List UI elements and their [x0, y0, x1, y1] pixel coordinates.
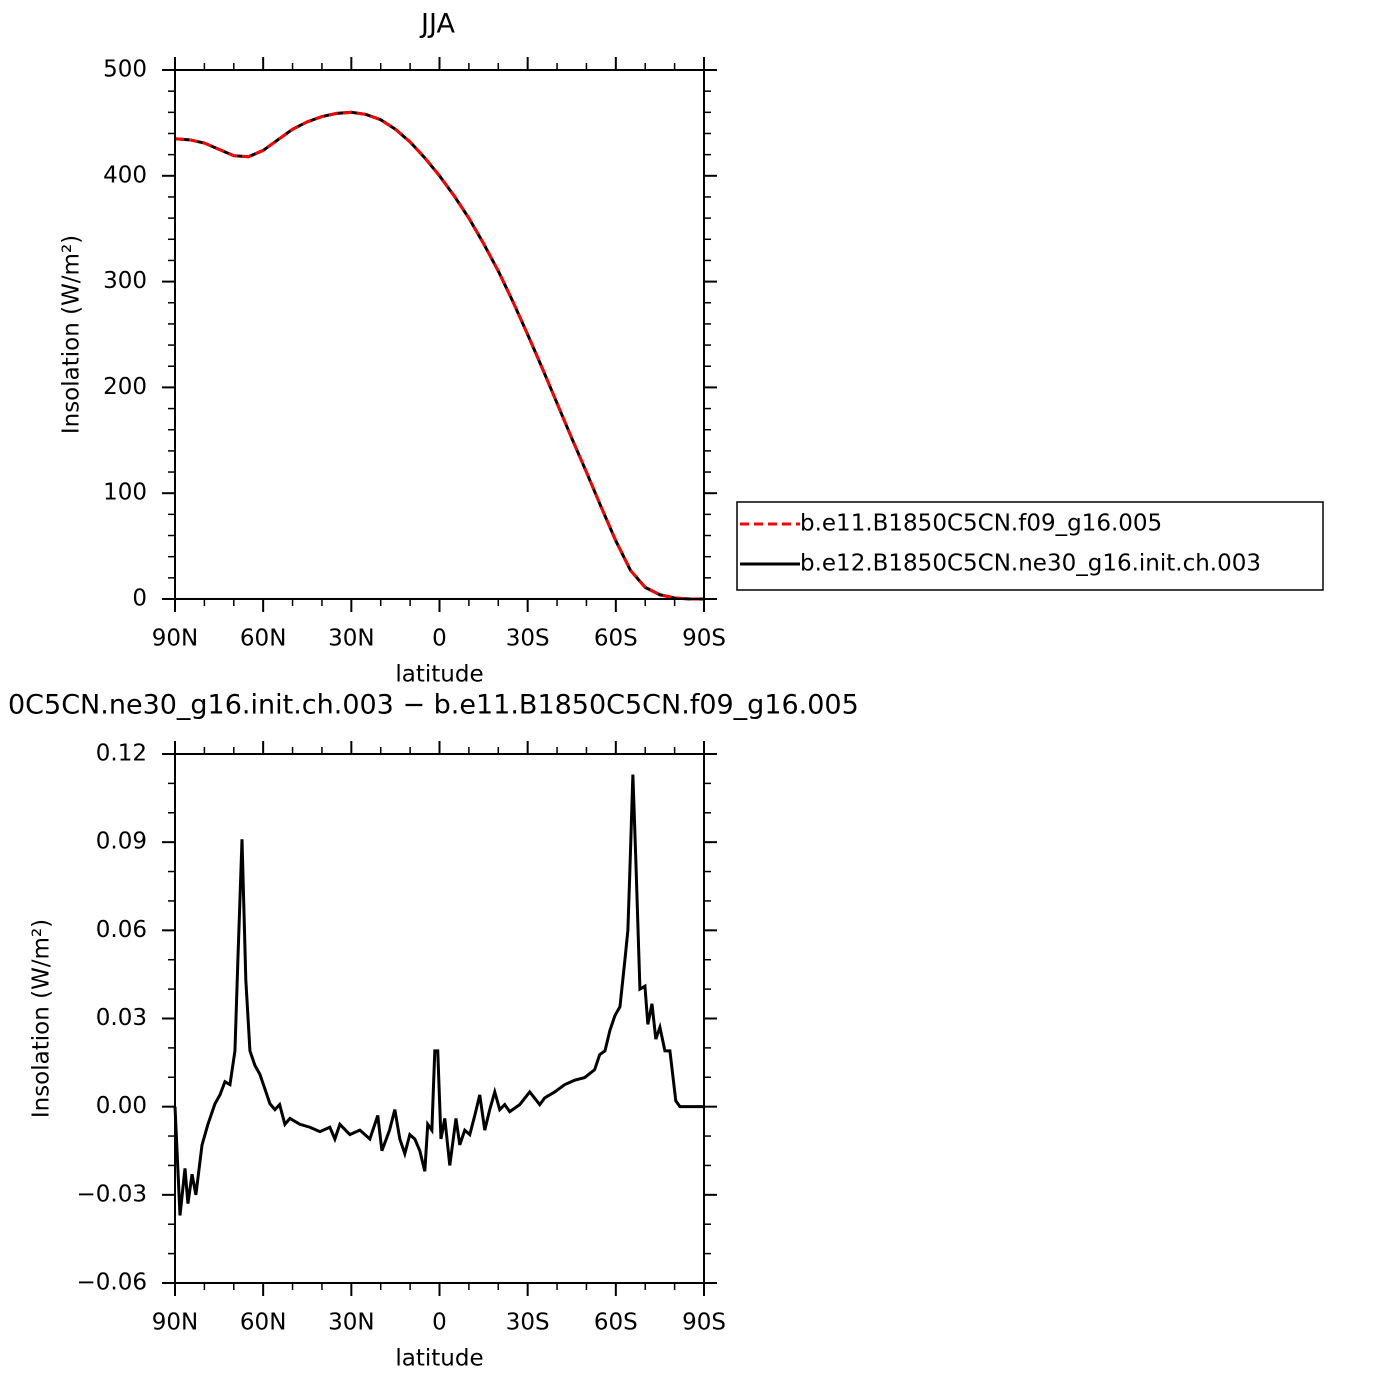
- y-tick-label: 0.00: [96, 1093, 147, 1119]
- x-tick-label: 0: [432, 626, 447, 652]
- y-axis-label: Insolation (W/m²): [59, 235, 85, 434]
- data-line: [174, 110, 704, 601]
- y-tick-label: −0.06: [77, 1270, 147, 1296]
- x-tick-label: 90S: [682, 626, 726, 652]
- x-tick-label: 30N: [328, 626, 374, 652]
- x-axis-label: latitude: [395, 662, 483, 688]
- x-tick-label: 90N: [152, 1310, 198, 1336]
- x-axis-label: latitude: [395, 1346, 483, 1372]
- y-tick-label: 0.03: [96, 1005, 147, 1031]
- legend-label: b.e11.B1850C5CN.f09_g16.005: [800, 511, 1162, 537]
- data-line: [173, 774, 704, 1216]
- x-tick-label: 30S: [506, 1310, 550, 1336]
- y-tick-label: 300: [103, 268, 147, 294]
- y-axis-label: Insolation (W/m²): [29, 919, 55, 1118]
- x-tick-label: 60S: [594, 1310, 638, 1336]
- x-tick-label: 30S: [506, 626, 550, 652]
- data-line: [174, 110, 704, 601]
- legend-label: b.e12.B1850C5CN.ne30_g16.init.ch.003: [800, 551, 1261, 577]
- legend: b.e11.B1850C5CN.f09_g16.005 b.e12.B1850C5…: [736, 501, 1324, 591]
- y-tick-label: 0.06: [96, 917, 147, 943]
- y-tick-label: 100: [103, 480, 147, 506]
- x-tick-label: 60N: [240, 626, 286, 652]
- y-tick-label: 200: [103, 374, 147, 400]
- y-tick-label: 0: [132, 586, 147, 612]
- x-tick-label: 90S: [682, 1310, 726, 1336]
- y-tick-label: 0.12: [96, 741, 147, 767]
- plot-frame: [174, 69, 705, 600]
- x-tick-label: 30N: [328, 1310, 374, 1336]
- chart-title: JJA: [419, 9, 455, 40]
- plot-frame: [174, 753, 705, 1284]
- x-tick-label: 90N: [152, 626, 198, 652]
- x-tick-label: 60S: [594, 626, 638, 652]
- y-tick-label: 0.09: [96, 829, 147, 855]
- y-tick-label: 400: [103, 162, 147, 188]
- y-tick-label: −0.03: [77, 1181, 147, 1207]
- x-tick-label: 60N: [240, 1310, 286, 1336]
- legend-box: [736, 501, 1324, 591]
- x-tick-label: 0: [432, 1310, 447, 1336]
- chart-title: 0C5CN.ne30_g16.init.ch.003 − b.e11.B1850…: [8, 690, 859, 721]
- y-tick-label: 500: [103, 57, 147, 83]
